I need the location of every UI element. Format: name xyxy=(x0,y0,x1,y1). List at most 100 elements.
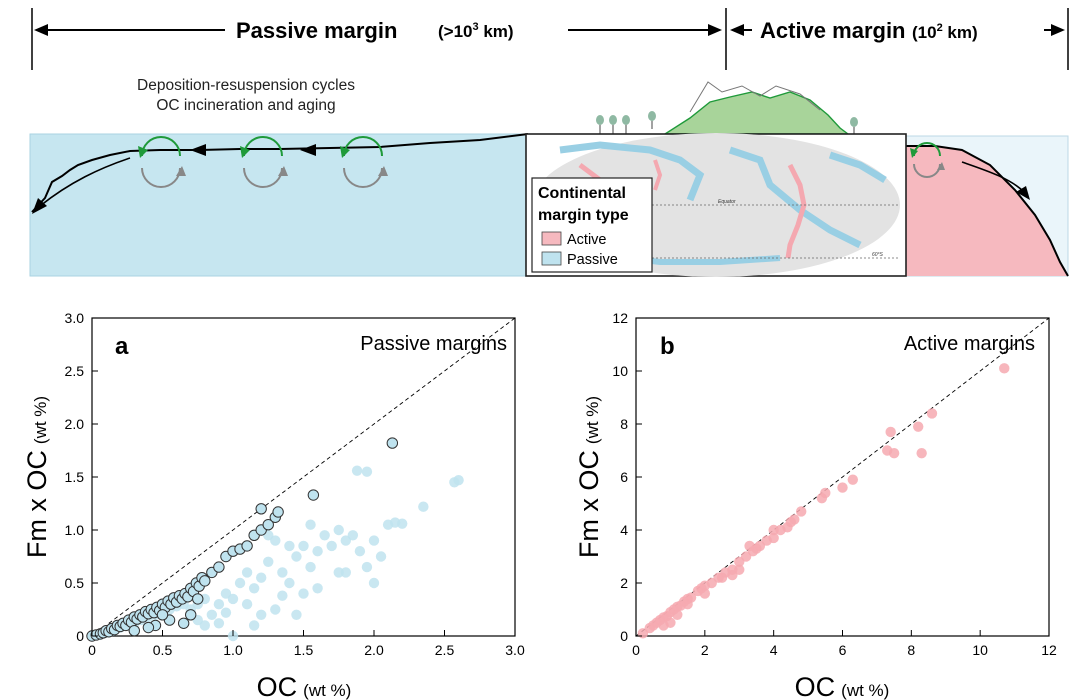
panel-a-x-tick-label: 3.0 xyxy=(505,642,525,658)
panel-a-ylabel: Fm x OC(wt %) xyxy=(22,396,52,558)
panel-a-point xyxy=(305,561,316,573)
panel-a-point xyxy=(291,609,302,620)
passive-downslope-arrow xyxy=(39,157,131,207)
panel-a-point xyxy=(248,583,260,594)
panel-a-point xyxy=(340,567,351,578)
map-active-coast-2 xyxy=(785,163,807,259)
panel-a-point xyxy=(234,577,246,589)
panel-a-ticks: 0 0.5 1.0 1.5 2.0 2.5 3.0 0 0.5 1.0 1.5 2.0 2.5 3.0 xyxy=(65,310,525,658)
transport-arrowhead-1 xyxy=(190,144,206,156)
panel-a-point xyxy=(220,588,232,599)
panel-a-outlined-point xyxy=(272,506,284,518)
legend-title-line1: Continental xyxy=(538,185,626,202)
panel-a-point xyxy=(368,577,380,589)
panel-b-point xyxy=(847,474,859,485)
passive-ocean xyxy=(29,133,529,277)
panel-a-point xyxy=(248,620,260,631)
active-cycle xyxy=(910,142,945,178)
panel-b-point xyxy=(926,408,938,419)
panel-b-y-tick-label: 0 xyxy=(620,628,628,644)
panel-a-outlined-point xyxy=(241,540,253,552)
panel-b-ylabel: Fm x OC(wt %) xyxy=(574,396,604,558)
panel-a-point xyxy=(333,524,344,536)
panel-a-point xyxy=(284,577,295,589)
panel-a-y-tick-label: 3.0 xyxy=(65,310,85,326)
panel-b-point xyxy=(913,421,924,432)
panel-a-point xyxy=(284,540,295,552)
panel-b-point xyxy=(672,609,683,620)
panel-b-point xyxy=(768,524,779,536)
panel-b-point xyxy=(658,620,669,631)
transport-arrowhead-2 xyxy=(300,144,316,156)
panel-a-x-tick-label: 2.5 xyxy=(435,642,455,658)
panel-a-point xyxy=(418,501,429,512)
legend-swatch-passive xyxy=(541,251,562,266)
panel-b-title: Active margins xyxy=(904,333,1035,355)
panel-a-x-tick-label: 2.0 xyxy=(364,642,384,658)
panel-a-point xyxy=(361,466,373,477)
panel-b-letter: b xyxy=(660,333,675,360)
panel-a-point xyxy=(319,530,330,541)
panel-b-point xyxy=(785,516,797,528)
panel-b-x-tick-label: 4 xyxy=(770,642,778,658)
panel-a-outlined-point xyxy=(199,575,211,587)
resuspension-cycle-2 xyxy=(240,136,288,188)
resuspension-cycle-3 xyxy=(340,136,388,188)
panel-a-point xyxy=(351,465,363,476)
panel-a-point xyxy=(347,530,359,541)
panel-a-point xyxy=(312,546,323,557)
panel-b-y-tick-label: 4 xyxy=(620,522,628,538)
panel-a-point xyxy=(368,535,380,546)
panel-a-point xyxy=(361,561,373,573)
legend-swatch-active xyxy=(541,231,562,246)
legend-title-line2: margin type xyxy=(538,207,629,224)
panel-a-point xyxy=(213,618,225,629)
panel-a-x-tick-label: 1.5 xyxy=(294,642,314,658)
active-mountain-land xyxy=(662,91,851,135)
panel-b-x-tick-label: 2 xyxy=(701,642,709,658)
panel-b-point xyxy=(734,564,745,575)
panel-a-point xyxy=(326,540,337,552)
panel-a-points xyxy=(86,437,464,642)
map-equator-label: Equator xyxy=(718,199,736,205)
resuspension-cycle-1 xyxy=(138,136,186,188)
panel-a-point xyxy=(375,551,387,562)
panel-a-point xyxy=(354,546,366,557)
panel-a-point xyxy=(298,588,309,599)
passive-downslope-arrowhead xyxy=(32,198,47,214)
legend-label-passive: Passive xyxy=(567,252,618,268)
panel-a-y-tick-label: 1.0 xyxy=(65,522,85,538)
panel-a-x-tick-label: 0 xyxy=(88,642,96,658)
panel-a-outlined-point xyxy=(307,489,320,501)
panel-a-y-tick-label: 0 xyxy=(76,628,84,644)
panel-b-x-tick-label: 12 xyxy=(1041,642,1057,658)
panel-a-outlined-point xyxy=(213,561,225,573)
panel-a-point xyxy=(220,607,232,618)
map-passive-coast-2 xyxy=(728,146,862,249)
panel-a-point xyxy=(312,583,323,594)
panel-a-letter: a xyxy=(115,333,129,360)
panel-a-point xyxy=(199,620,210,631)
legend-label-active: Active xyxy=(567,232,607,248)
panel-a-point xyxy=(270,604,281,615)
panel-a-point xyxy=(256,572,267,583)
mountain-outline xyxy=(689,81,821,113)
active-arrowhead-right xyxy=(1051,24,1065,36)
panel-a-x-tick-label: 0.5 xyxy=(153,642,173,658)
panel-a-point xyxy=(298,540,309,552)
panel-a-y-tick-label: 2.5 xyxy=(65,363,85,379)
map-passive-coast-1 xyxy=(559,141,705,202)
active-seabed-profile xyxy=(906,145,1069,277)
panel-b-y-tick-label: 8 xyxy=(620,416,628,432)
panel-b-y-tick-label: 10 xyxy=(612,363,628,379)
panel-b-point xyxy=(916,447,927,459)
panel-b-point xyxy=(716,572,728,583)
panel-a-y-tick-label: 0.5 xyxy=(65,575,85,591)
panel-b-y-tick-label: 12 xyxy=(612,310,628,326)
panel-a-point xyxy=(340,535,351,546)
panel-a-point xyxy=(291,551,302,562)
panel-b-point xyxy=(999,363,1010,374)
panel-b-x-tick-label: 0 xyxy=(632,642,640,658)
panel-a-outlined-point xyxy=(386,437,399,449)
panel-b-point xyxy=(888,447,900,459)
